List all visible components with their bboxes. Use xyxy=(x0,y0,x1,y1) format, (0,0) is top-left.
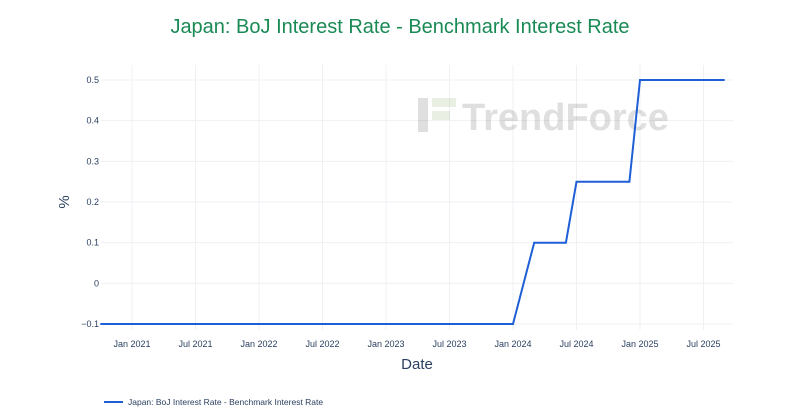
y-axis-label: % xyxy=(56,195,73,208)
series-line xyxy=(100,79,725,325)
x-tick-label: Jan 2022 xyxy=(240,339,277,349)
legend[interactable]: Japan: BoJ Interest Rate - Benchmark Int… xyxy=(104,397,323,407)
y-tick-label: 0 xyxy=(94,278,99,288)
grid xyxy=(101,65,733,330)
watermark-logo-mark-green xyxy=(432,98,456,107)
y-tick-label: 0.3 xyxy=(86,156,99,166)
x-tick-label: Jan 2024 xyxy=(494,339,531,349)
watermark-logo: TrendForce xyxy=(418,97,669,139)
x-axis-label: Date xyxy=(401,356,433,373)
x-tick-label: Jan 2021 xyxy=(113,339,150,349)
x-tick-label: Jan 2023 xyxy=(367,339,404,349)
y-tick-label: 0.4 xyxy=(86,116,99,126)
chart-title: Japan: BoJ Interest Rate - Benchmark Int… xyxy=(170,16,629,38)
watermark-logo-mark-dark xyxy=(418,98,428,132)
legend-label: Japan: BoJ Interest Rate - Benchmark Int… xyxy=(128,397,323,407)
y-tick-label: 0.5 xyxy=(86,75,99,85)
x-tick-label: Jan 2025 xyxy=(621,339,658,349)
watermark-logo-mark-green2 xyxy=(432,111,450,120)
x-tick-label: Jul 2025 xyxy=(686,339,720,349)
y-tick-label: 0.1 xyxy=(86,238,99,248)
x-tick-label: Jul 2024 xyxy=(559,339,593,349)
y-tick-label: −0.1 xyxy=(81,319,99,329)
y-tick-label: 0.2 xyxy=(86,197,99,207)
x-tick-label: Jul 2023 xyxy=(432,339,466,349)
x-tick-label: Jul 2022 xyxy=(305,339,339,349)
x-tick-label: Jul 2021 xyxy=(178,339,212,349)
